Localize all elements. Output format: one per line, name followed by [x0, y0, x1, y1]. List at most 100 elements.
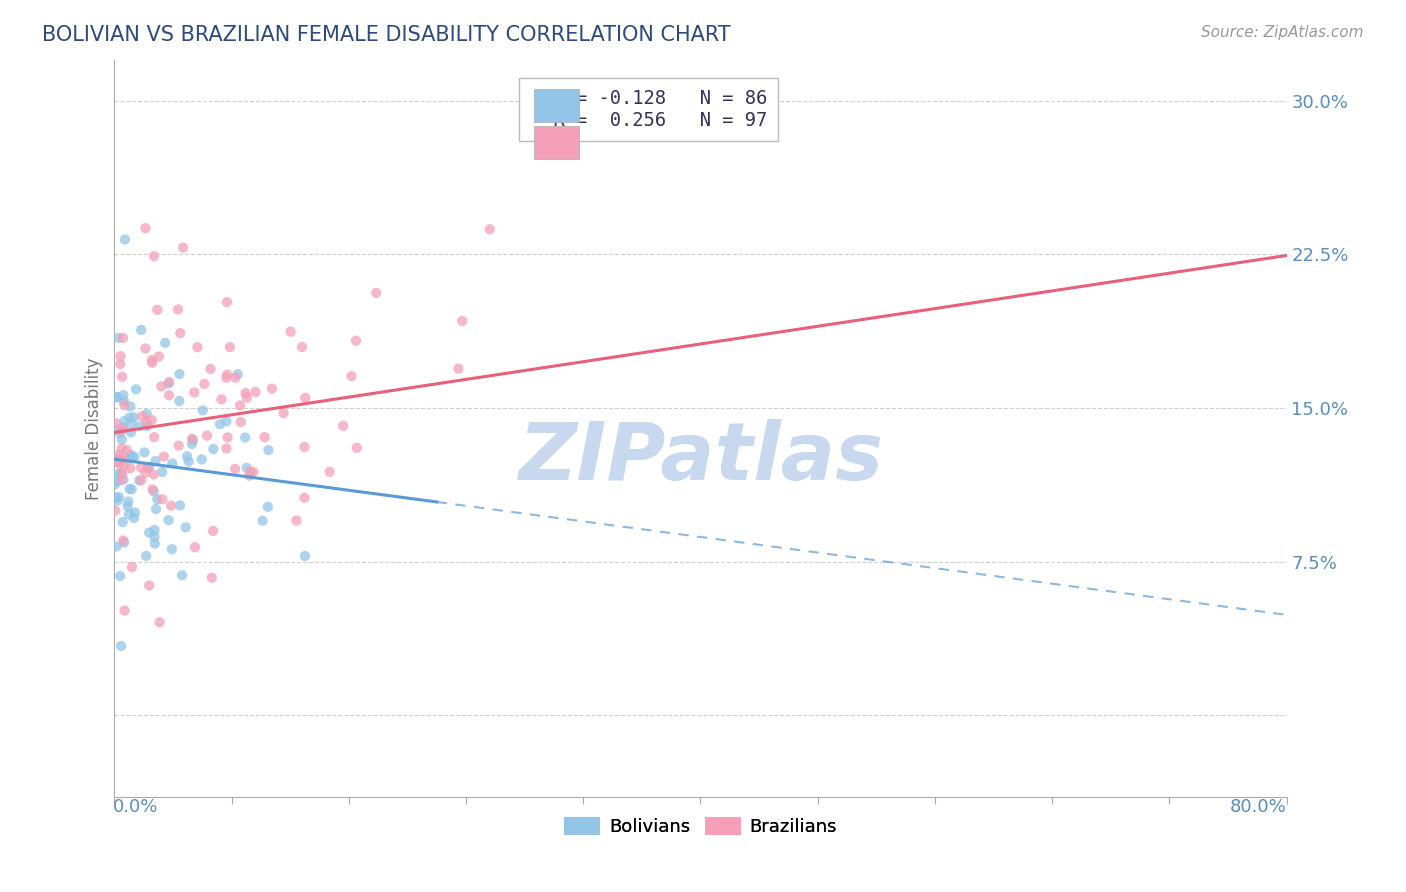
- Point: [257, 443, 280, 458]
- Point: [346, 441, 368, 455]
- Point: [191, 452, 214, 467]
- Point: [136, 461, 159, 475]
- Point: [183, 385, 205, 400]
- Point: [138, 460, 160, 475]
- FancyBboxPatch shape: [534, 126, 579, 159]
- FancyBboxPatch shape: [534, 89, 579, 122]
- Point: [111, 421, 134, 435]
- Point: [208, 417, 231, 432]
- Point: [235, 461, 257, 475]
- Text: 80.0%: 80.0%: [1230, 797, 1286, 815]
- Point: [112, 394, 135, 409]
- Point: [332, 418, 354, 433]
- Point: [260, 382, 283, 396]
- Point: [242, 465, 264, 479]
- Point: [202, 442, 225, 456]
- Point: [110, 639, 132, 653]
- Point: [112, 420, 135, 434]
- Point: [252, 514, 274, 528]
- Point: [253, 430, 276, 444]
- Point: [141, 483, 163, 497]
- Point: [111, 331, 134, 345]
- Point: [291, 340, 314, 354]
- Point: [148, 350, 170, 364]
- Point: [143, 536, 166, 550]
- Point: [215, 414, 238, 428]
- Point: [117, 500, 139, 514]
- Point: [108, 448, 131, 462]
- Point: [121, 417, 143, 431]
- Point: [122, 511, 145, 525]
- Point: [215, 370, 238, 384]
- Point: [169, 367, 191, 381]
- Point: [110, 423, 132, 437]
- Point: [294, 549, 316, 563]
- Point: [157, 513, 180, 527]
- Point: [162, 457, 184, 471]
- Point: [110, 442, 132, 456]
- Point: [174, 520, 197, 534]
- Point: [211, 392, 233, 407]
- Point: [233, 430, 256, 444]
- Point: [104, 491, 127, 505]
- Point: [181, 433, 204, 447]
- Point: [110, 458, 132, 472]
- Point: [177, 454, 200, 468]
- Point: [129, 323, 152, 337]
- Point: [111, 433, 134, 447]
- Point: [160, 542, 183, 557]
- Point: [120, 448, 142, 462]
- Point: [118, 410, 141, 425]
- Point: [111, 515, 134, 529]
- Point: [202, 524, 225, 538]
- Point: [150, 492, 173, 507]
- Point: [111, 369, 134, 384]
- Point: [193, 376, 215, 391]
- Point: [110, 467, 132, 481]
- Point: [105, 390, 128, 404]
- Point: [131, 409, 153, 423]
- Point: [235, 386, 257, 401]
- Point: [167, 439, 190, 453]
- Point: [112, 388, 135, 402]
- Point: [138, 578, 160, 592]
- Point: [318, 465, 340, 479]
- Point: [229, 415, 252, 429]
- Point: [294, 491, 316, 505]
- Point: [257, 500, 280, 514]
- Point: [138, 525, 160, 540]
- Point: [236, 391, 259, 405]
- Point: [118, 482, 141, 496]
- Point: [104, 503, 127, 517]
- Point: [478, 222, 501, 236]
- Point: [224, 370, 246, 384]
- Text: ZIPatlas: ZIPatlas: [517, 419, 883, 497]
- Point: [186, 340, 208, 354]
- Point: [124, 506, 146, 520]
- Point: [146, 492, 169, 507]
- Point: [340, 369, 363, 384]
- Point: [111, 467, 134, 481]
- Point: [122, 410, 145, 425]
- Point: [121, 482, 143, 496]
- Point: [294, 391, 316, 405]
- Point: [124, 450, 146, 464]
- Point: [157, 375, 180, 389]
- Point: [104, 477, 127, 491]
- Point: [112, 533, 135, 548]
- Point: [121, 450, 143, 465]
- Text: Source: ZipAtlas.com: Source: ZipAtlas.com: [1201, 25, 1364, 40]
- Point: [136, 419, 159, 434]
- Point: [273, 406, 295, 420]
- Point: [128, 474, 150, 488]
- Point: [229, 398, 252, 412]
- Point: [145, 454, 167, 468]
- Point: [153, 450, 176, 464]
- Point: [153, 335, 176, 350]
- Point: [145, 502, 167, 516]
- Point: [110, 473, 132, 487]
- Point: [108, 426, 131, 441]
- Point: [201, 571, 224, 585]
- Point: [135, 414, 157, 428]
- Point: [157, 388, 180, 402]
